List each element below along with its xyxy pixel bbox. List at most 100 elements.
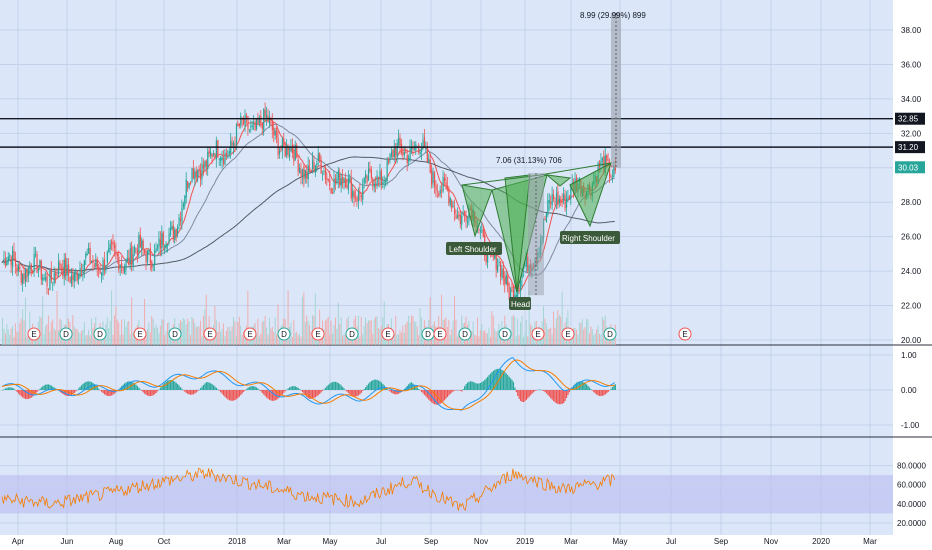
candle-body — [339, 172, 341, 186]
macd-histogram-bar — [43, 385, 45, 390]
candle-body — [24, 268, 27, 282]
candle-body — [178, 217, 180, 226]
volume-bar — [360, 316, 362, 345]
macd-histogram-bar — [194, 390, 196, 394]
event-badge-label: E — [437, 330, 442, 339]
macd-histogram-bar — [475, 383, 477, 390]
macd-histogram-bar — [139, 389, 141, 390]
head-label: Head — [511, 300, 530, 309]
volume-bar — [164, 334, 166, 345]
candle-body — [317, 153, 319, 161]
candle-body — [600, 160, 602, 166]
volume-bar — [441, 294, 443, 345]
volume-bar — [591, 329, 593, 345]
candle-body — [231, 142, 233, 145]
volume-bar — [362, 333, 364, 345]
event-badge — [531, 327, 545, 341]
macd-histogram-bar — [75, 390, 77, 392]
volume-bar — [333, 325, 335, 345]
macd-histogram-bar — [289, 387, 291, 390]
candle-body — [431, 170, 433, 185]
candle-body — [386, 160, 388, 182]
event-badge — [277, 327, 291, 341]
event-badge-label: E — [137, 330, 142, 339]
macd-histogram-bar — [304, 390, 306, 396]
candle-body — [181, 207, 183, 223]
candle-body — [198, 168, 200, 172]
macd-histogram-bar — [221, 390, 223, 394]
volume-bar — [578, 322, 580, 345]
candle-body — [227, 156, 229, 158]
candle-body — [138, 235, 140, 253]
volume-bar — [36, 336, 38, 345]
candle-body — [26, 268, 28, 278]
volume-bar — [39, 316, 41, 345]
candle-body — [502, 268, 505, 279]
measure-mid-label: 7.06 (31.13%) 706 — [496, 156, 562, 165]
macd-histogram-bar — [309, 390, 311, 399]
macd-histogram-bar — [553, 390, 555, 402]
candle-body — [445, 181, 447, 187]
macd-histogram-bar — [392, 390, 394, 394]
candle-body — [601, 158, 604, 161]
macd-histogram-bar — [169, 380, 172, 390]
macd-histogram-bar — [497, 368, 499, 390]
volume-bar — [399, 330, 401, 345]
volume-bar — [56, 291, 58, 345]
volume-bar — [90, 318, 92, 345]
volume-bar — [78, 331, 80, 345]
candle-body — [90, 261, 93, 263]
macd-histogram-bar — [340, 385, 342, 390]
macd-histogram-bar — [37, 390, 40, 391]
candle-body — [135, 247, 137, 249]
macd-histogram-bar — [347, 390, 350, 394]
candle-body — [300, 170, 302, 176]
volume-bar — [152, 318, 154, 345]
candle-body — [266, 115, 268, 119]
macd-histogram-bar — [76, 389, 78, 391]
volume-bar — [524, 333, 526, 345]
head-shoulders-pattern — [569, 161, 612, 228]
macd-histogram-bar — [435, 390, 437, 405]
volume-bar — [221, 328, 223, 345]
candle-body — [422, 139, 424, 147]
candle-body — [128, 257, 130, 266]
macd-histogram-bar — [185, 390, 187, 393]
candle-body — [116, 253, 118, 257]
candle-body — [184, 195, 186, 206]
event-badge — [203, 327, 217, 341]
macd-histogram-bar — [134, 383, 136, 390]
candle-body — [258, 117, 261, 124]
volume-bar — [342, 335, 344, 345]
volume-bar — [198, 326, 200, 345]
candle-body — [142, 240, 144, 249]
macd-histogram-bar — [583, 382, 585, 390]
volume-bar — [492, 315, 494, 345]
level-label-text: 31.20 — [898, 143, 919, 152]
price-tick-label: 24.00 — [901, 267, 922, 276]
volume-bar — [377, 328, 379, 345]
candle-body — [334, 178, 337, 184]
macd-histogram-bar — [88, 381, 90, 390]
macd-histogram-bar — [538, 389, 540, 391]
candle-body — [290, 147, 292, 153]
candle-body — [65, 257, 67, 276]
macd-histogram-bar — [19, 390, 21, 395]
macd-histogram-bar — [422, 390, 424, 394]
volume-bar — [7, 329, 9, 345]
candle-body — [76, 271, 78, 281]
macd-histogram-bar — [42, 386, 44, 390]
macd-histogram-bar — [299, 389, 301, 390]
volume-bar — [290, 322, 292, 345]
macd-histogram-bar — [571, 387, 573, 390]
event-badge-label: E — [385, 330, 390, 339]
volume-bar — [577, 334, 579, 345]
candle-body — [555, 193, 558, 203]
candle-body — [314, 165, 317, 173]
candle-body — [303, 166, 305, 180]
volume-bar — [276, 333, 278, 345]
volume-bar — [263, 320, 265, 345]
candle-body — [162, 232, 164, 245]
volume-bar — [115, 306, 117, 345]
